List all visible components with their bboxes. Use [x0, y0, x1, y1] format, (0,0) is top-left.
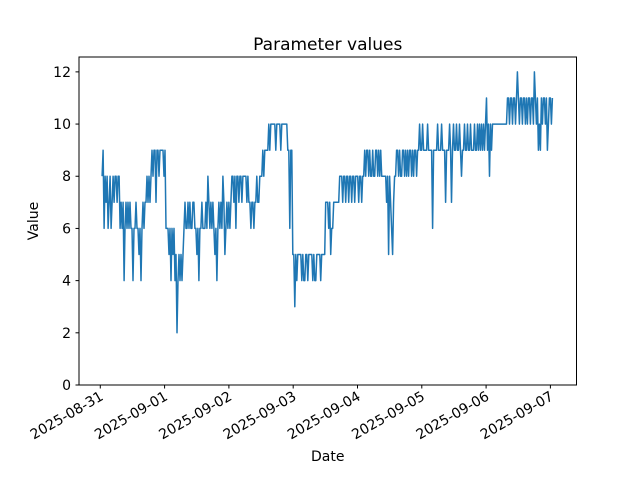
- y-tick-label: 12: [53, 65, 71, 81]
- y-tick-label: 10: [53, 117, 71, 133]
- y-tick-label: 2: [62, 326, 71, 342]
- chart-title: Parameter values: [253, 35, 402, 55]
- x-tick-label: 2025-09-07: [478, 389, 556, 444]
- plot-area: [78, 56, 577, 386]
- y-ticks: 0 2 4 6 8 10 12: [53, 65, 79, 394]
- y-tick-label: 8: [62, 169, 71, 185]
- x-ticks: 2025-08-312025-09-012025-09-022025-09-03…: [28, 385, 556, 444]
- y-tick-label: 0: [62, 378, 71, 394]
- x-axis-label: Date: [311, 449, 344, 465]
- y-tick-label: 6: [62, 221, 71, 237]
- y-axis-label: Value: [26, 202, 42, 240]
- data-line: [101, 71, 554, 334]
- y-tick-label: 4: [62, 274, 71, 290]
